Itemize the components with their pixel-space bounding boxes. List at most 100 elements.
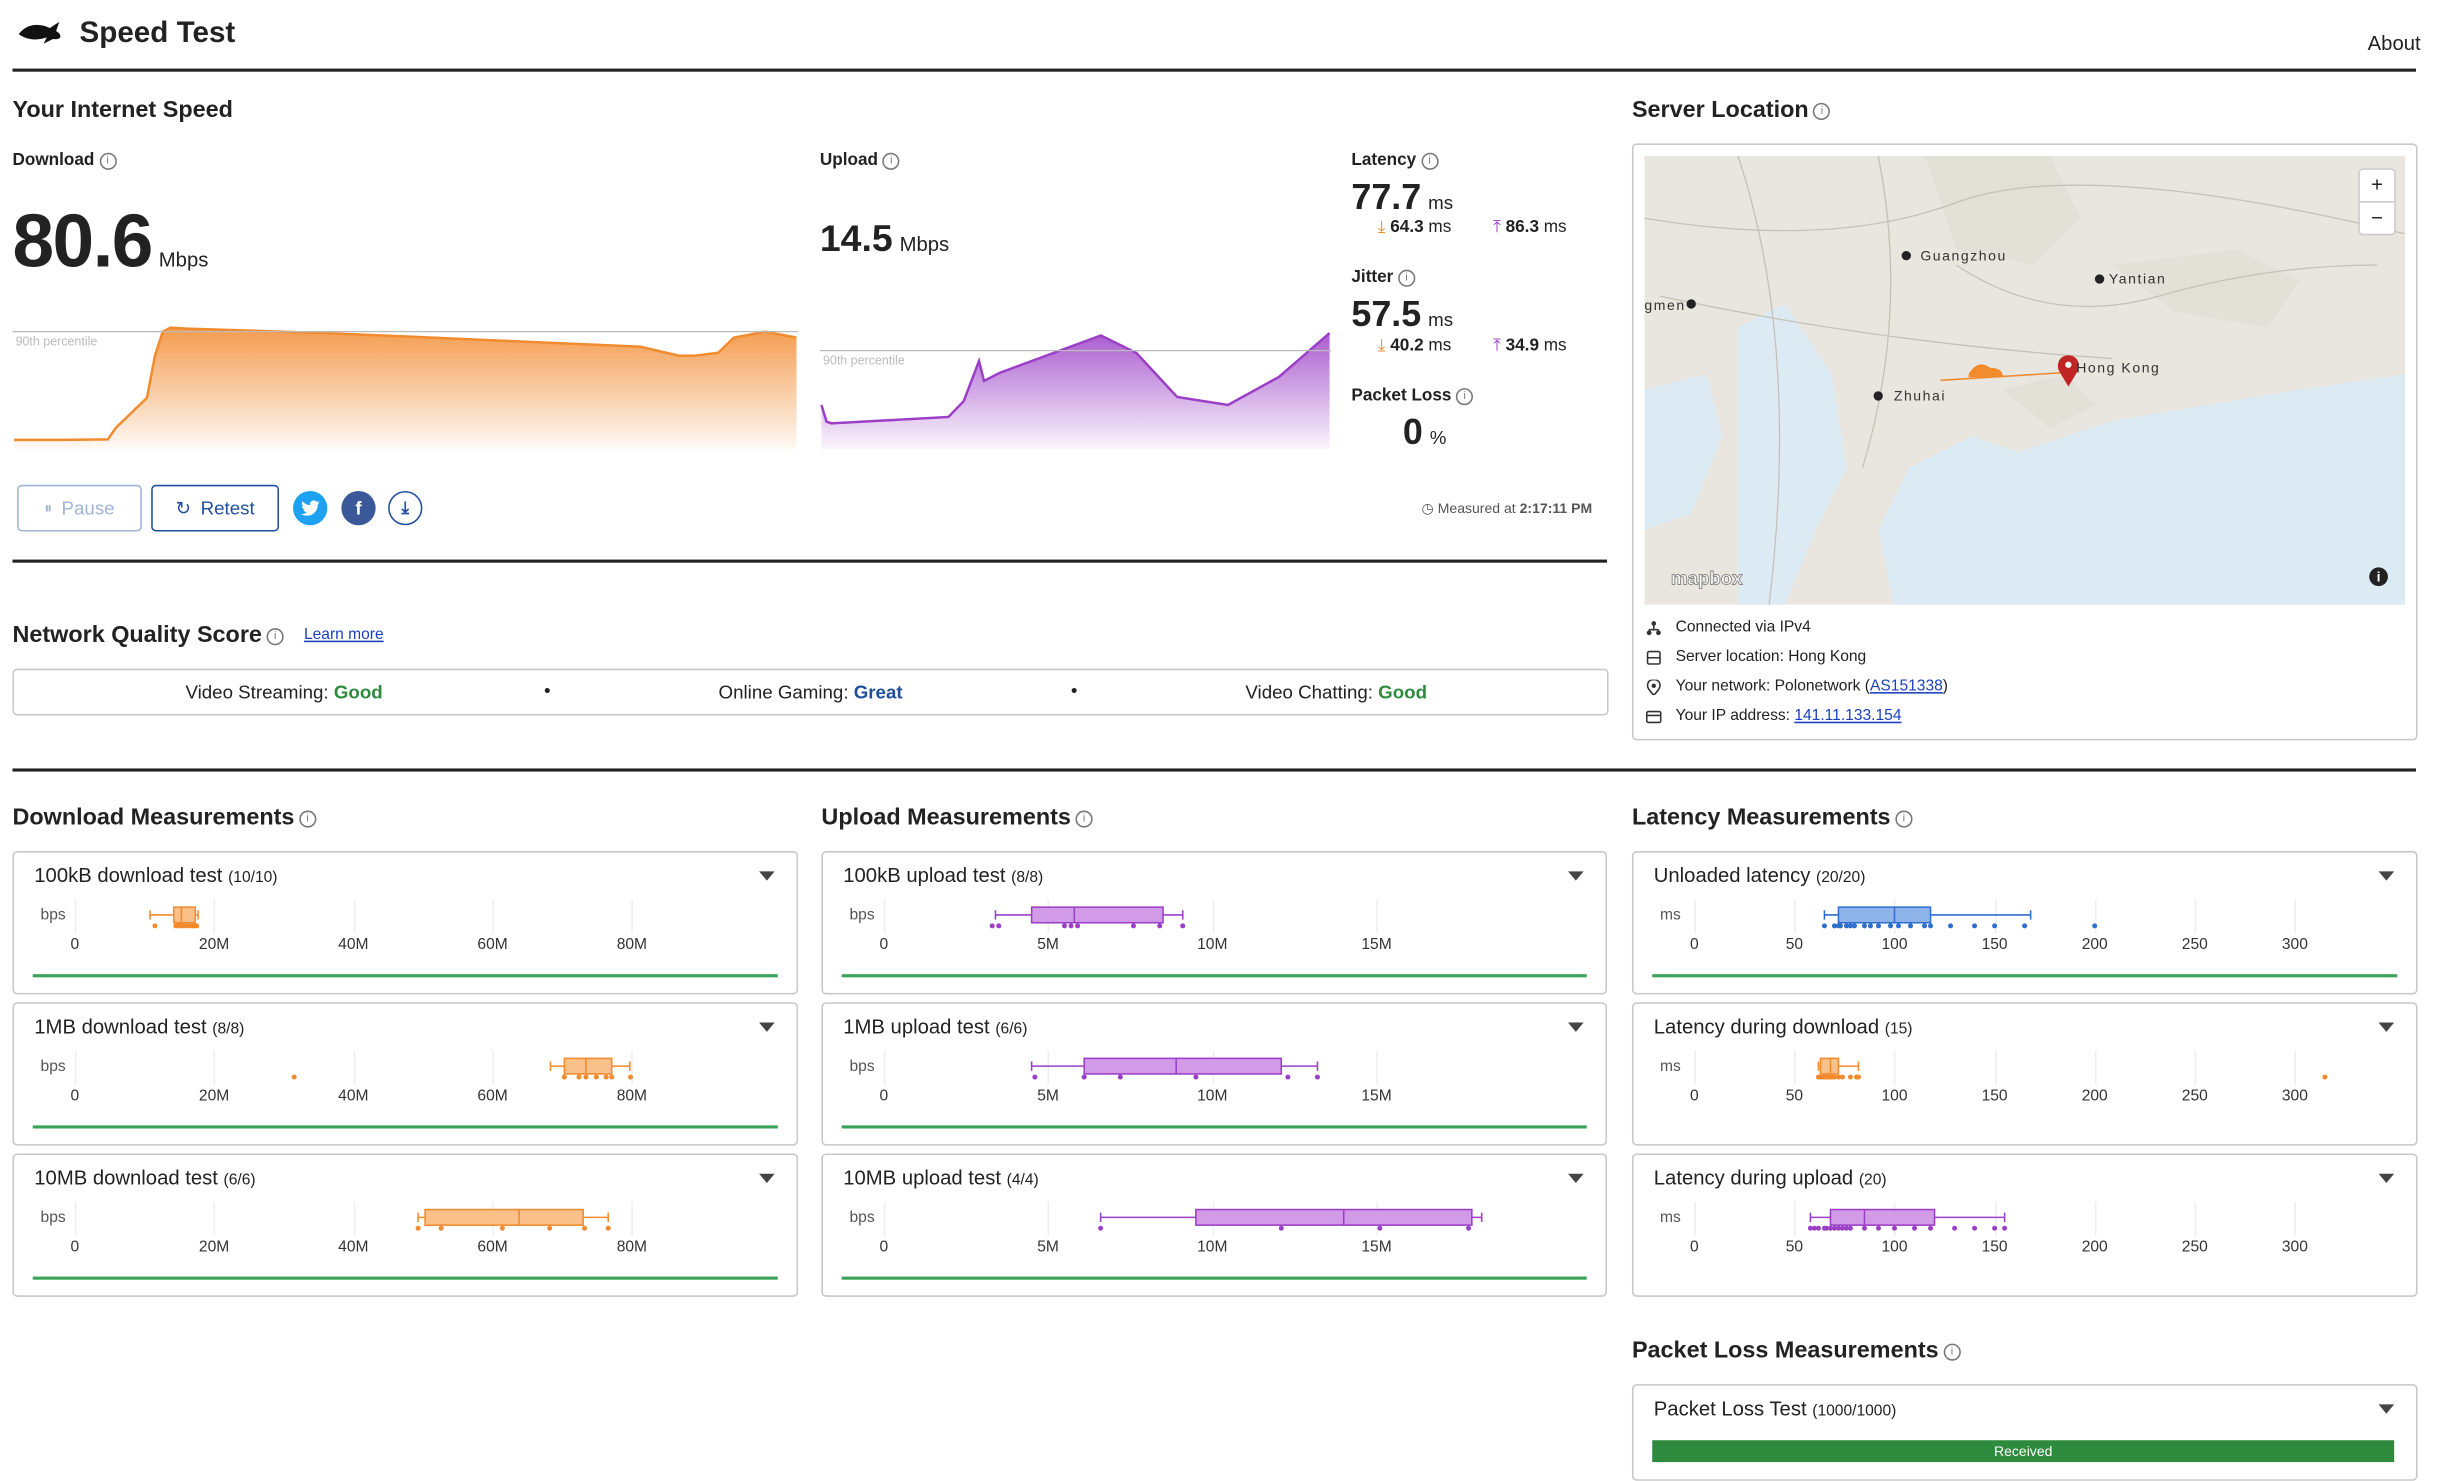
quality-info-icon[interactable]: i bbox=[266, 627, 284, 645]
box-iqr bbox=[1083, 1057, 1283, 1075]
latency-measurements-info-icon[interactable]: i bbox=[1895, 809, 1913, 827]
upload-measurements-info-icon[interactable]: i bbox=[1075, 809, 1093, 827]
chevron-down-icon[interactable] bbox=[2378, 1404, 2395, 1414]
packet-loss-measurements-heading: Packet Loss Measurements i bbox=[1632, 1337, 1961, 1364]
percentile-label: 90th percentile bbox=[16, 335, 98, 349]
asn-link[interactable]: AS151338 bbox=[1869, 678, 1943, 696]
data-point bbox=[180, 923, 186, 929]
grid-line bbox=[1694, 899, 1696, 934]
upload-value: 14.5 Mbps bbox=[819, 218, 950, 261]
axis-tick-label: 100 bbox=[1881, 1087, 1908, 1106]
box-plot bbox=[1815, 1057, 2328, 1080]
server-map[interactable] bbox=[1644, 155, 2406, 605]
chart-series-line bbox=[820, 332, 1331, 425]
download-arrow-icon: ⤓ bbox=[1377, 218, 1386, 237]
data-point bbox=[627, 1074, 633, 1080]
ip-address-link[interactable]: 141.11.133.154 bbox=[1794, 707, 1902, 725]
download-test-card[interactable]: 1MB download test (8/8) bps 0 20M 40M 60M 80M bbox=[12, 1002, 799, 1146]
about-link[interactable]: About bbox=[2367, 31, 2421, 55]
data-point bbox=[1843, 923, 1849, 929]
download-info-icon[interactable]: i bbox=[99, 152, 117, 170]
chevron-down-icon[interactable] bbox=[759, 1173, 775, 1184]
packet-loss-measurements-info-icon[interactable]: i bbox=[1943, 1342, 1961, 1361]
twitter-share-icon[interactable] bbox=[293, 490, 328, 526]
upload-arrow-icon: ⤒ bbox=[1493, 218, 1501, 237]
chevron-down-icon[interactable] bbox=[759, 871, 775, 881]
map-zoom-out-button[interactable]: − bbox=[2358, 201, 2396, 236]
data-point bbox=[1952, 1225, 1958, 1231]
data-point bbox=[1823, 1225, 1829, 1231]
download-results-icon[interactable]: ⤓ bbox=[388, 490, 423, 526]
jitter-label: Jitter i bbox=[1351, 268, 1416, 287]
data-point bbox=[1081, 1074, 1087, 1080]
data-point bbox=[1928, 1225, 1934, 1231]
latency-info-icon[interactable]: i bbox=[1420, 152, 1439, 170]
test-status-line bbox=[841, 1125, 1587, 1129]
axis-tick-label: 80M bbox=[616, 1087, 648, 1106]
packet-loss-label: Packet Loss i bbox=[1351, 387, 1474, 405]
data-point bbox=[194, 923, 200, 929]
grid-line bbox=[214, 899, 216, 934]
data-point bbox=[1861, 1225, 1867, 1231]
data-point bbox=[1922, 923, 1928, 929]
retest-button[interactable]: ↻ Retest bbox=[151, 484, 280, 532]
pause-button[interactable]: ⏸ Pause bbox=[17, 484, 142, 532]
upload-test-title: 100kB upload test (8/8) bbox=[843, 863, 1044, 887]
server-heading: Server Location i bbox=[1632, 97, 1831, 123]
data-point bbox=[576, 1074, 582, 1080]
download-test-card[interactable]: 100kB download test (10/10) bps 0 20M 40M 60M… bbox=[12, 851, 799, 995]
upload-test-card[interactable]: 1MB upload test (6/6) bps 0 5M 10M 15M bbox=[821, 1002, 1608, 1146]
chevron-down-icon[interactable] bbox=[2378, 1173, 2395, 1184]
axis-tick-label: 5M bbox=[1037, 936, 1059, 954]
test-status-line bbox=[841, 1276, 1587, 1280]
chevron-down-icon[interactable] bbox=[2378, 1022, 2395, 1032]
data-point bbox=[1835, 1225, 1841, 1231]
data-point bbox=[1827, 1225, 1833, 1231]
map-attribution-icon[interactable]: i bbox=[2369, 567, 2388, 587]
chevron-down-icon[interactable] bbox=[759, 1022, 775, 1032]
download-measurements-info-icon[interactable]: i bbox=[299, 809, 317, 827]
latency-test-card[interactable]: Latency during upload (20) ms 0 50 100 150 200… bbox=[1631, 1153, 2418, 1297]
grid-line bbox=[1794, 1050, 1796, 1085]
axis-unit-label: bps bbox=[40, 907, 66, 925]
chevron-down-icon[interactable] bbox=[1568, 1022, 1584, 1032]
chevron-down-icon[interactable] bbox=[1568, 1173, 1584, 1184]
jitter-info-icon[interactable]: i bbox=[1398, 269, 1416, 287]
packet-loss-info-icon[interactable]: i bbox=[1456, 387, 1474, 405]
ip-card-icon bbox=[1645, 708, 1662, 724]
map-zoom-in-button[interactable]: + bbox=[2358, 168, 2396, 203]
data-point bbox=[582, 1225, 588, 1231]
axis-unit-label: ms bbox=[1660, 1058, 1681, 1076]
axis-tick-label: 250 bbox=[2181, 936, 2208, 954]
learn-more-link[interactable]: Learn more bbox=[303, 626, 384, 644]
data-point bbox=[609, 1074, 615, 1080]
latency-test-card[interactable]: Unloaded latency (20/20) ms 0 50 100 150 200 25… bbox=[1631, 851, 2418, 995]
latency-test-title: Latency during download (15) bbox=[1653, 1014, 1913, 1039]
packet-loss-test-card[interactable]: Packet Loss Test (1000/1000) Received bbox=[1631, 1384, 2418, 1481]
grid-line bbox=[214, 1050, 216, 1085]
facebook-share-icon[interactable]: f bbox=[341, 490, 376, 526]
upload-test-card[interactable]: 100kB upload test (8/8) bps 0 5M 10M 15M bbox=[821, 851, 1608, 995]
quality-heading: Network Quality Score i bbox=[12, 622, 284, 648]
grid-line bbox=[1894, 1050, 1897, 1085]
axis-tick-label: 20M bbox=[198, 936, 230, 954]
test-status-line bbox=[841, 974, 1587, 978]
data-point bbox=[1032, 1074, 1038, 1080]
grid-line bbox=[1376, 899, 1379, 934]
chart-area-fill bbox=[14, 327, 797, 449]
upload-info-icon[interactable]: i bbox=[882, 152, 900, 170]
chevron-down-icon[interactable] bbox=[1568, 871, 1584, 881]
map-label-guangzhou: Guangzhou bbox=[1920, 247, 2007, 264]
upload-test-card[interactable]: 10MB upload test (4/4) bps 0 5M 10M 15M bbox=[821, 1153, 1608, 1297]
latency-test-card[interactable]: Latency during download (15) ms 0 50 100 150 2… bbox=[1631, 1002, 2418, 1146]
download-test-card[interactable]: 10MB download test (6/6) bps 0 20M 40M 60M 80M bbox=[12, 1153, 799, 1297]
axis-tick-label: 10M bbox=[1197, 1087, 1228, 1106]
data-point bbox=[1992, 923, 1998, 929]
grid-line bbox=[2194, 899, 2197, 934]
server-info-icon[interactable]: i bbox=[1813, 102, 1831, 120]
axis-tick-label: 300 bbox=[2281, 936, 2308, 954]
data-point bbox=[152, 923, 158, 929]
grid-line bbox=[1994, 1201, 1997, 1237]
chart-series-line bbox=[14, 326, 797, 442]
chevron-down-icon[interactable] bbox=[2378, 871, 2395, 881]
